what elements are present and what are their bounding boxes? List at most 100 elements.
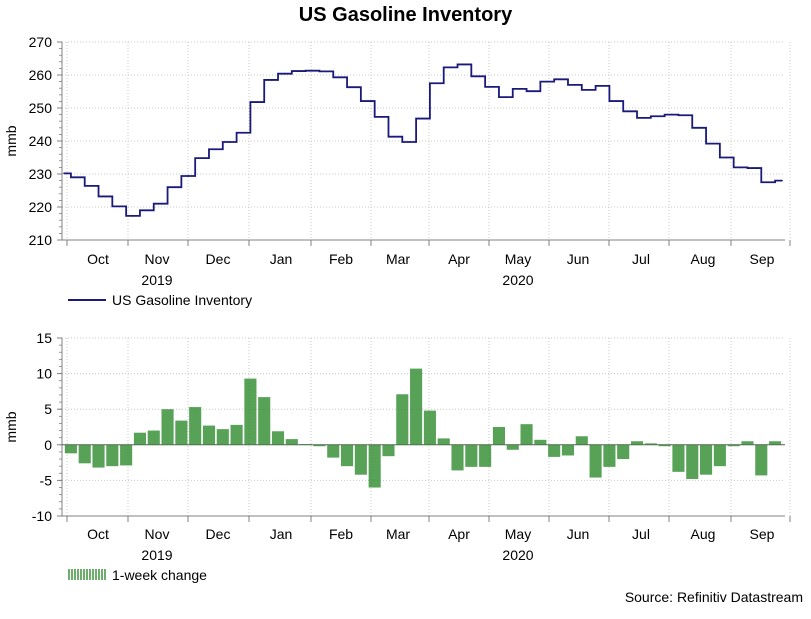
data-point bbox=[477, 75, 480, 78]
data-point bbox=[698, 127, 700, 129]
data-point bbox=[339, 76, 341, 79]
y-tick-label: 270 bbox=[29, 34, 53, 50]
y-tick-label: 15 bbox=[36, 330, 52, 346]
data-point bbox=[284, 72, 286, 75]
data-point bbox=[366, 100, 369, 102]
bar bbox=[175, 420, 188, 445]
y-axis-label: mmb bbox=[3, 125, 19, 156]
y-tick-label: 230 bbox=[29, 166, 53, 182]
data-point bbox=[63, 172, 65, 175]
x-tick-label-feb: Feb bbox=[329, 526, 353, 542]
bar bbox=[244, 378, 257, 445]
y-tick-label: 240 bbox=[29, 133, 53, 149]
data-point bbox=[532, 90, 535, 92]
data-point bbox=[215, 148, 217, 151]
bar bbox=[520, 424, 533, 445]
data-point bbox=[656, 115, 659, 118]
y-tick-label: 220 bbox=[29, 199, 53, 215]
bar bbox=[534, 439, 547, 445]
data-point bbox=[256, 101, 259, 103]
bar bbox=[700, 444, 713, 475]
bar bbox=[106, 444, 119, 467]
bar bbox=[713, 444, 726, 467]
x-tick-label-oct: Oct bbox=[87, 251, 109, 267]
bar bbox=[299, 444, 312, 445]
x-year-label-2020: 2020 bbox=[502, 272, 533, 288]
data-point bbox=[132, 215, 134, 217]
bar bbox=[354, 444, 367, 475]
bar bbox=[396, 394, 409, 445]
source-note: Source: Refinitiv Datastream bbox=[624, 589, 803, 605]
data-point bbox=[90, 185, 93, 187]
y-tick-label: 210 bbox=[29, 232, 53, 248]
data-point bbox=[187, 175, 190, 177]
x-year-label-2020: 2020 bbox=[502, 547, 533, 563]
bar bbox=[561, 444, 575, 456]
y-tick-label: 260 bbox=[29, 67, 53, 83]
data-point bbox=[77, 176, 79, 179]
data-point bbox=[270, 79, 272, 81]
data-point bbox=[725, 156, 728, 159]
data-point bbox=[408, 141, 410, 143]
bar bbox=[741, 441, 754, 445]
bar bbox=[285, 439, 298, 445]
x-tick-label-dec: Dec bbox=[206, 526, 231, 542]
data-point bbox=[518, 88, 521, 90]
legend-label: 1-week change bbox=[112, 567, 207, 583]
data-point bbox=[767, 181, 769, 184]
x-year-label-2019: 2019 bbox=[141, 272, 172, 288]
data-point bbox=[380, 116, 383, 118]
y-tick-label: 0 bbox=[44, 437, 52, 453]
bar bbox=[437, 438, 450, 445]
x-tick-label-jan: Jan bbox=[270, 251, 293, 267]
data-point bbox=[491, 86, 493, 88]
data-point bbox=[242, 131, 245, 134]
bar bbox=[672, 444, 685, 472]
bar bbox=[603, 444, 616, 467]
bar bbox=[589, 444, 602, 478]
bar bbox=[644, 443, 657, 445]
bar bbox=[410, 368, 423, 445]
y-tick-label: 10 bbox=[36, 366, 52, 382]
x-year-label-2019: 2019 bbox=[141, 547, 172, 563]
data-point bbox=[311, 69, 314, 72]
data-point bbox=[201, 157, 203, 159]
bar bbox=[78, 444, 91, 464]
data-point bbox=[505, 96, 507, 98]
series-line bbox=[64, 63, 782, 217]
x-tick-label-oct: Oct bbox=[87, 526, 109, 542]
bar bbox=[341, 444, 354, 467]
x-tick-label-aug: Aug bbox=[691, 526, 716, 542]
data-point bbox=[601, 85, 604, 87]
data-point bbox=[104, 195, 107, 198]
x-tick-label-nov: Nov bbox=[145, 251, 170, 267]
bar bbox=[465, 444, 478, 467]
x-tick-label-jun: Jun bbox=[567, 251, 590, 267]
bar bbox=[769, 441, 782, 445]
data-point bbox=[297, 70, 300, 72]
bar bbox=[133, 432, 146, 445]
data-point bbox=[753, 167, 756, 169]
data-point bbox=[615, 100, 618, 102]
x-tick-label-dec: Dec bbox=[206, 251, 231, 267]
data-point bbox=[353, 86, 355, 89]
bar bbox=[327, 444, 340, 458]
y-tick-label: -5 bbox=[40, 472, 53, 488]
bar bbox=[423, 410, 436, 445]
bar bbox=[368, 444, 381, 488]
data-point bbox=[228, 141, 231, 143]
data-point bbox=[712, 142, 714, 145]
bar bbox=[161, 409, 174, 445]
x-tick-label-may: May bbox=[505, 251, 531, 267]
y-tick-label: 5 bbox=[44, 401, 52, 417]
bar bbox=[216, 429, 229, 445]
data-point bbox=[560, 78, 562, 81]
bar bbox=[658, 444, 671, 447]
y-tick-label: -10 bbox=[32, 508, 52, 524]
bar bbox=[189, 407, 202, 445]
data-point bbox=[546, 80, 549, 83]
data-point bbox=[463, 63, 466, 66]
data-point bbox=[684, 114, 687, 117]
